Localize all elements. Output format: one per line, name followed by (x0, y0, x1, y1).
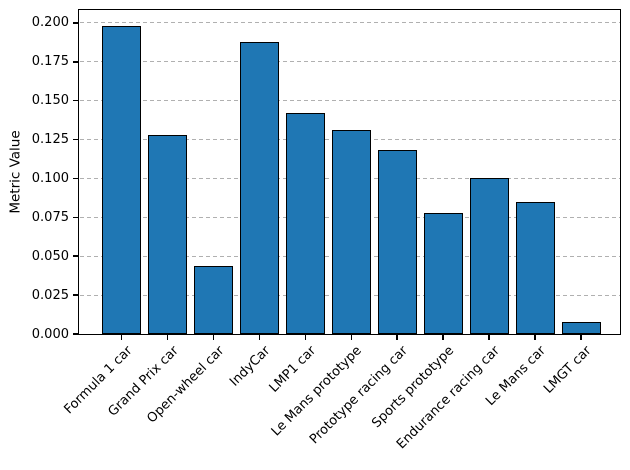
x-tick (396, 335, 398, 340)
bar (193, 265, 233, 334)
x-tick (258, 335, 261, 340)
bar (561, 321, 601, 334)
y-tick (73, 22, 79, 24)
bar (331, 130, 371, 334)
y-tick-label: 0.025 (31, 287, 69, 303)
y-tick (73, 61, 79, 63)
x-tick (304, 335, 307, 340)
y-tick-label: 0.000 (31, 326, 69, 342)
bar (147, 134, 187, 334)
y-tick (73, 99, 79, 102)
y-tick-label: 0.200 (31, 15, 69, 31)
y-tick (73, 294, 79, 296)
x-tick (534, 335, 536, 340)
x-tick-label: IndyCar (226, 343, 274, 390)
bar (377, 150, 417, 334)
y-tick (73, 255, 79, 257)
y-tick (73, 138, 79, 141)
bar (102, 26, 141, 334)
y-tick (73, 216, 79, 219)
y-tick-label: 0.100 (31, 170, 69, 186)
plot-frame (78, 9, 621, 335)
x-tick (166, 335, 169, 340)
y-tick-label: 0.050 (31, 248, 69, 264)
y-gridline (79, 61, 620, 63)
y-tick (73, 333, 79, 335)
bar (515, 201, 555, 334)
x-tick-label: LMGT car (541, 343, 595, 397)
bar (423, 212, 463, 334)
bar (285, 113, 325, 334)
y-tick-label: 0.175 (31, 54, 69, 70)
y-gridline (79, 22, 620, 24)
x-tick-label: Le Mans prototype (269, 343, 366, 440)
bar (469, 178, 509, 334)
x-tick (120, 335, 123, 340)
x-tick (580, 335, 582, 340)
y-tick-label: 0.125 (31, 132, 69, 148)
y-gridline (79, 100, 620, 102)
x-tick (350, 335, 352, 340)
y-tick-label: 0.075 (31, 209, 69, 225)
x-tick-label: Sports prototype (369, 343, 458, 432)
x-tick (442, 335, 444, 340)
bar (239, 41, 279, 334)
x-tick (212, 335, 215, 340)
y-tick-label: 0.150 (31, 93, 69, 109)
y-tick (73, 177, 79, 180)
x-tick (488, 335, 490, 340)
